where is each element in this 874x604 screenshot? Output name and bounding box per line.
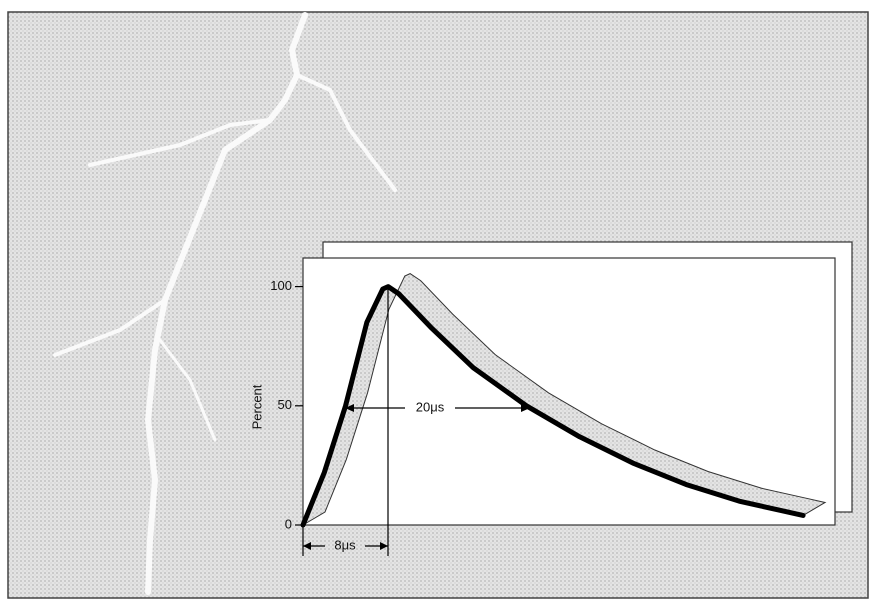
lightning — [53, 12, 397, 595]
annotation-8us: 8μs — [334, 537, 356, 552]
waveform — [300, 284, 806, 528]
arrowhead — [303, 542, 311, 550]
y-tick-label: 50 — [278, 397, 292, 412]
arrowhead — [521, 404, 530, 412]
arrowhead — [345, 404, 354, 412]
y-tick-label: 0 — [285, 516, 292, 531]
arrowhead — [380, 542, 388, 550]
y-tick-label: 100 — [270, 278, 292, 293]
y-axis-label: Percent — [249, 384, 264, 429]
annotation-20us: 20μs — [416, 399, 445, 414]
